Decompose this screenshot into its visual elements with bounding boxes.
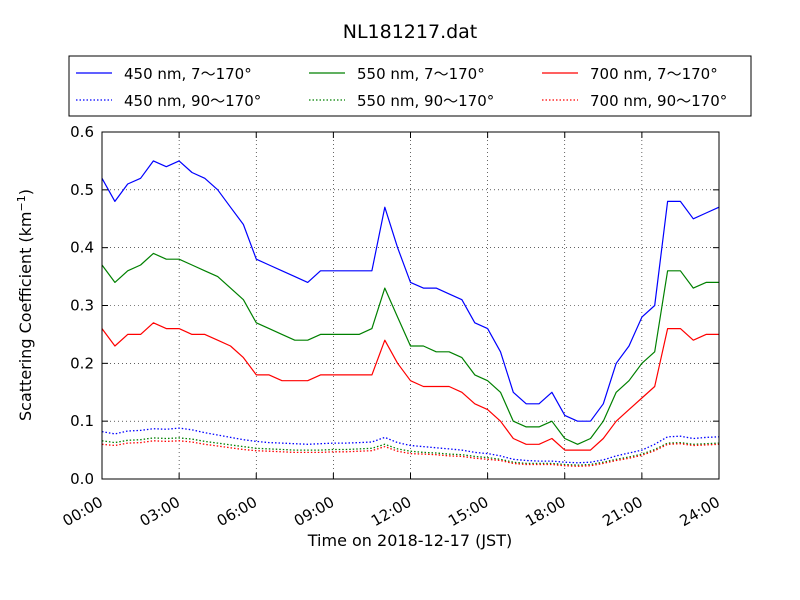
y-axis-label-main: Scattering Coefficient (km [16,211,35,421]
series-line-1 [101,160,720,422]
y-tick-label: 0.2 [70,354,94,372]
y-tick-label: 0.1 [70,412,94,430]
legend-label-1: 450 nm, 7～170° [124,65,252,83]
grid [102,132,719,479]
series-line-2 [101,427,720,464]
y-tick-label: 0.4 [70,239,94,257]
legend-label-3: 550 nm, 7～170° [357,65,485,83]
series-line-6 [101,440,720,467]
y-tick-label: 0.0 [70,470,94,488]
y-axis-label-close: ) [16,189,35,195]
y-tick-label: 0.6 [70,123,94,141]
y-tick-label: 0.5 [70,181,94,199]
x-axis-label: Time on 2018-12-17 (JST) [307,531,512,550]
y-tick-label: 0.3 [70,297,94,315]
legend-label-2: 450 nm, 90～170° [124,92,261,110]
series-line-3 [101,252,719,445]
series-line-5 [101,322,719,451]
legend: 450 nm, 7～170° 550 nm, 7～170° 700 nm, 7～17… [68,55,752,117]
legend-label-5: 700 nm, 7～170° [590,65,718,83]
series-line-4 [101,437,720,466]
legend-frame [68,55,752,117]
legend-label-6: 700 nm, 90～170° [590,92,727,110]
series-layer [101,160,720,467]
y-axis-label-exponent: −1 [15,195,28,211]
legend-label-4: 550 nm, 90～170° [357,92,494,110]
chart-title: NL181217.dat [343,21,478,43]
y-axis-label: Scattering Coefficient (km−1) [15,189,35,421]
